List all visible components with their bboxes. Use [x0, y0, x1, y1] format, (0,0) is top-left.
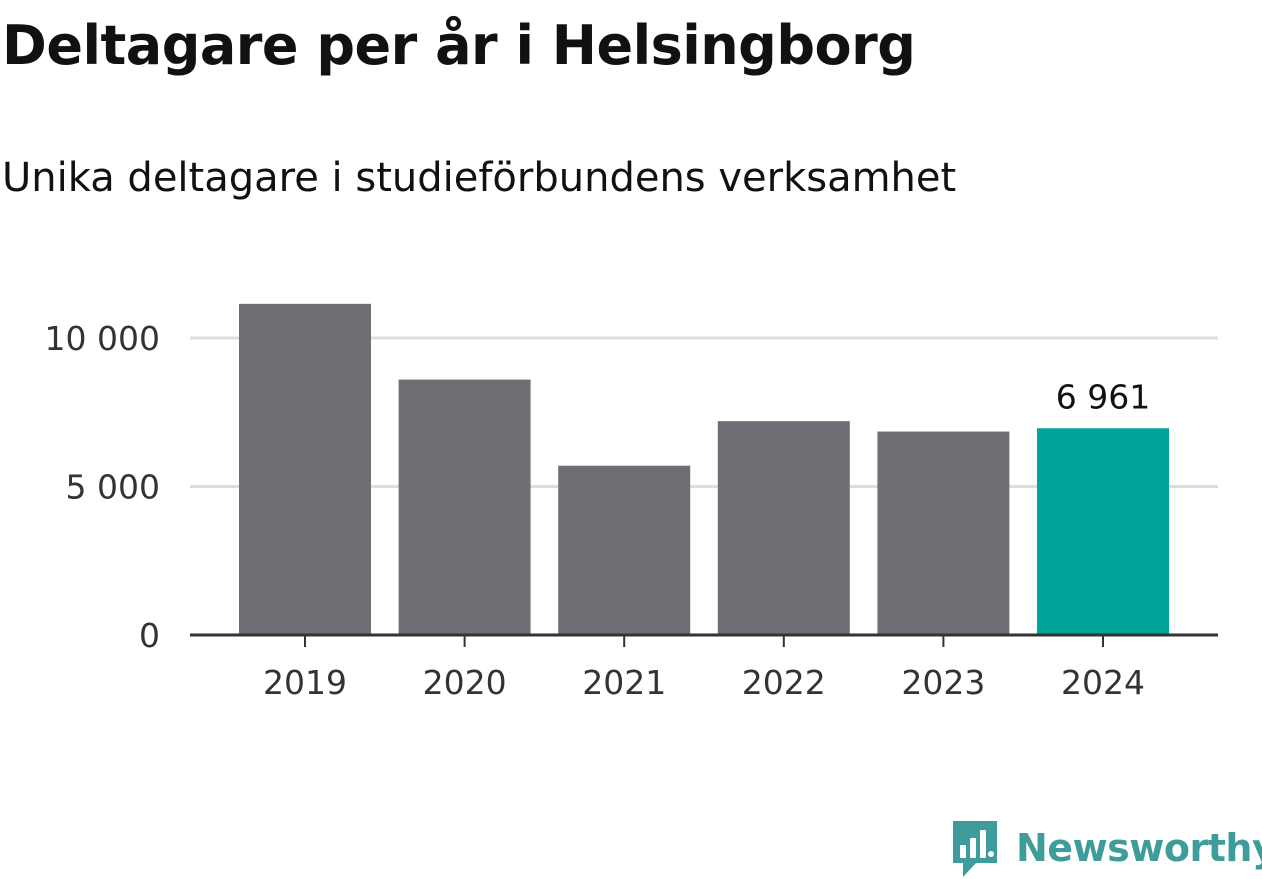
bar-chart: 0 5 000 10 000 2019 2020 2021 2022 2023 2024 6 96…: [45, 303, 1218, 702]
x-axis: [190, 633, 1218, 647]
bar-2023: [877, 431, 1010, 635]
x-tick-label-2021: 2021: [582, 663, 666, 702]
x-tick-label-2022: 2022: [742, 663, 826, 702]
newsworthy-logo: Newsworthy: [950, 818, 1262, 878]
y-tick-label: 5 000: [66, 468, 160, 507]
bar-2022: [717, 421, 850, 635]
chart-subtitle: Unika deltagare i studieförbundens verks…: [2, 155, 957, 201]
tick-labels: 0 5 000 10 000 2019 2020 2021 2022 2023 2024 6 96…: [45, 319, 1151, 702]
newsworthy-logo-icon: [953, 821, 997, 877]
y-tick-label: 0: [139, 616, 160, 655]
x-tick-label-2023: 2023: [901, 663, 985, 702]
newsworthy-logo-text: Newsworthy: [1016, 826, 1262, 870]
x-tick-label-2024: 2024: [1061, 663, 1145, 702]
data-label: 6 961: [1056, 377, 1150, 416]
bar-2024: [1037, 428, 1169, 635]
x-tick-label-2019: 2019: [263, 663, 347, 702]
chart-title: Deltagare per år i Helsingborg: [2, 14, 916, 77]
x-tick-label-2020: 2020: [423, 663, 507, 702]
y-tick-label: 10 000: [45, 319, 160, 358]
bars: [239, 303, 1169, 635]
bar-2021: [558, 465, 691, 635]
bar-2020: [398, 379, 531, 635]
bar-2019: [239, 303, 371, 635]
